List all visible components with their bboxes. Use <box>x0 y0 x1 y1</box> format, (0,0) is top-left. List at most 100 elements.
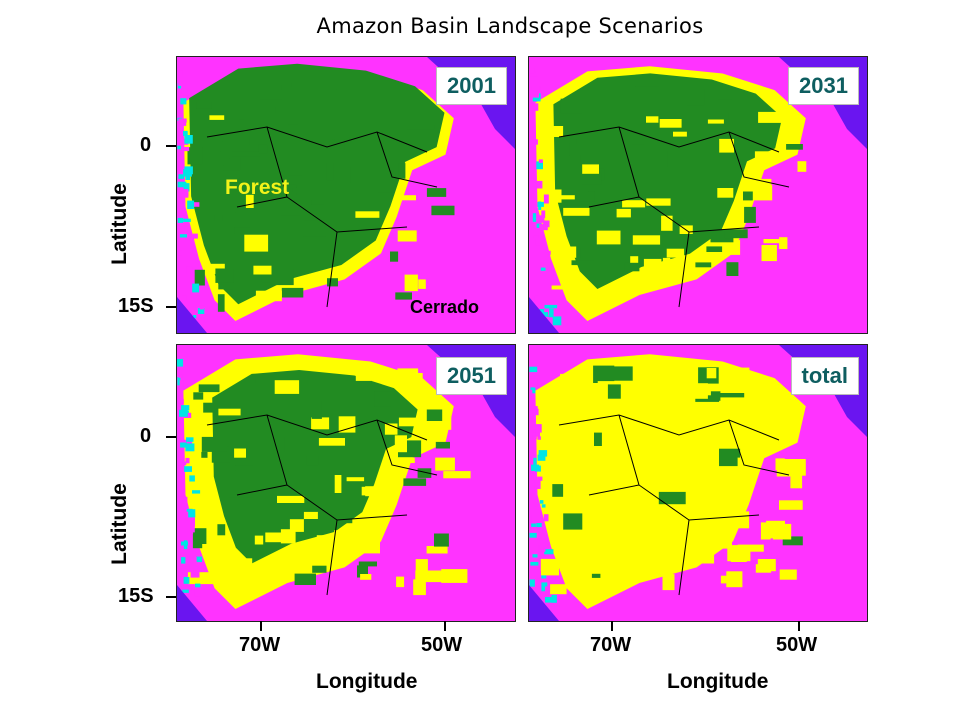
land-patch <box>797 161 807 172</box>
land-patch <box>737 511 750 529</box>
coast-patch <box>543 514 549 522</box>
x-axis-label-left: Longitude <box>316 670 418 693</box>
land-patch <box>565 246 577 258</box>
land-patch <box>662 257 671 271</box>
coast-patch <box>184 135 193 144</box>
coast-patch <box>177 398 184 404</box>
land-patch <box>614 493 627 505</box>
land-patch <box>706 246 723 252</box>
land-patch <box>730 545 747 562</box>
panel-year-label: 2001 <box>436 67 507 105</box>
land-patch <box>397 368 419 379</box>
land-patch <box>550 189 562 203</box>
land-patch <box>281 84 291 91</box>
land-patch <box>241 558 253 566</box>
land-patch <box>222 132 250 145</box>
land-patch <box>415 559 428 574</box>
coast-patch <box>549 304 558 309</box>
coast-patch <box>185 511 189 521</box>
land-patch <box>563 513 583 530</box>
land-patch <box>327 278 338 287</box>
land-patch <box>632 235 661 245</box>
land-patch <box>772 523 792 540</box>
land-patch <box>255 290 282 302</box>
land-patch <box>542 391 566 399</box>
land-patch <box>751 185 773 201</box>
coast-patch <box>177 377 181 386</box>
coast-patch <box>538 450 548 457</box>
y-tick-mark <box>166 596 176 598</box>
coast-patch <box>529 389 534 395</box>
coast-patch <box>185 586 192 591</box>
coast-patch <box>546 270 554 279</box>
coast-patch <box>541 575 547 579</box>
land-patch <box>426 188 447 197</box>
land-patch <box>215 268 234 283</box>
land-patch <box>643 258 662 274</box>
land-patch <box>549 126 564 137</box>
land-patch <box>744 206 756 223</box>
land-patch <box>303 511 318 519</box>
coast-patch <box>178 369 184 375</box>
land-patch <box>712 433 741 441</box>
land-patch <box>245 194 254 208</box>
coast-patch <box>179 234 187 238</box>
land-patch <box>195 428 206 435</box>
land-patch <box>355 211 380 218</box>
coast-patch <box>549 308 554 318</box>
land-patch <box>581 172 602 185</box>
coast-patch <box>177 181 187 188</box>
coast-patch <box>196 556 203 563</box>
land-patch <box>303 220 326 237</box>
land-patch <box>658 491 686 505</box>
land-patch <box>384 423 398 435</box>
map-panel-total: total <box>528 344 868 622</box>
y-tick-label-15s: 15S <box>118 295 154 317</box>
land-patch <box>754 151 776 164</box>
land-patch <box>311 417 330 430</box>
land-patch <box>560 373 570 385</box>
land-patch <box>631 130 645 145</box>
coast-patch <box>199 305 204 310</box>
land-patch <box>607 384 621 399</box>
coast-patch <box>190 202 200 207</box>
coast-patch <box>533 424 542 433</box>
y-tick-label-15s: 15S <box>118 585 154 607</box>
land-patch <box>686 88 705 106</box>
land-patch <box>594 432 602 446</box>
x-tick-mark <box>260 621 262 631</box>
map-total-graphic <box>529 345 867 621</box>
coast-patch <box>545 586 550 595</box>
land-patch <box>311 401 322 419</box>
coast-patch <box>543 194 549 204</box>
land-patch <box>258 144 268 154</box>
land-patch <box>201 436 227 452</box>
coast-patch <box>192 233 198 239</box>
land-patch <box>318 438 345 446</box>
coast-patch <box>181 295 187 301</box>
land-patch <box>576 473 604 480</box>
panel-year-label: 2031 <box>788 67 859 105</box>
land-patch <box>355 374 371 381</box>
land-patch <box>274 380 300 394</box>
coast-patch <box>185 457 190 464</box>
coast-patch <box>529 73 538 77</box>
land-patch <box>624 453 652 468</box>
land-patch <box>603 399 625 416</box>
land-patch <box>570 452 589 466</box>
coast-patch <box>183 577 190 584</box>
land-patch <box>757 559 776 572</box>
coast-patch <box>529 89 538 95</box>
land-patch <box>630 151 643 169</box>
coast-patch <box>190 525 195 533</box>
coast-patch <box>195 583 201 588</box>
land-patch <box>547 487 554 503</box>
land-patch <box>265 532 292 543</box>
land-patch <box>306 138 335 143</box>
coast-patch <box>530 561 539 566</box>
coast-patch <box>179 457 184 462</box>
coast-patch <box>552 316 562 326</box>
map-2001-graphic <box>177 57 515 333</box>
land-patch <box>719 138 734 153</box>
land-patch <box>357 565 368 578</box>
